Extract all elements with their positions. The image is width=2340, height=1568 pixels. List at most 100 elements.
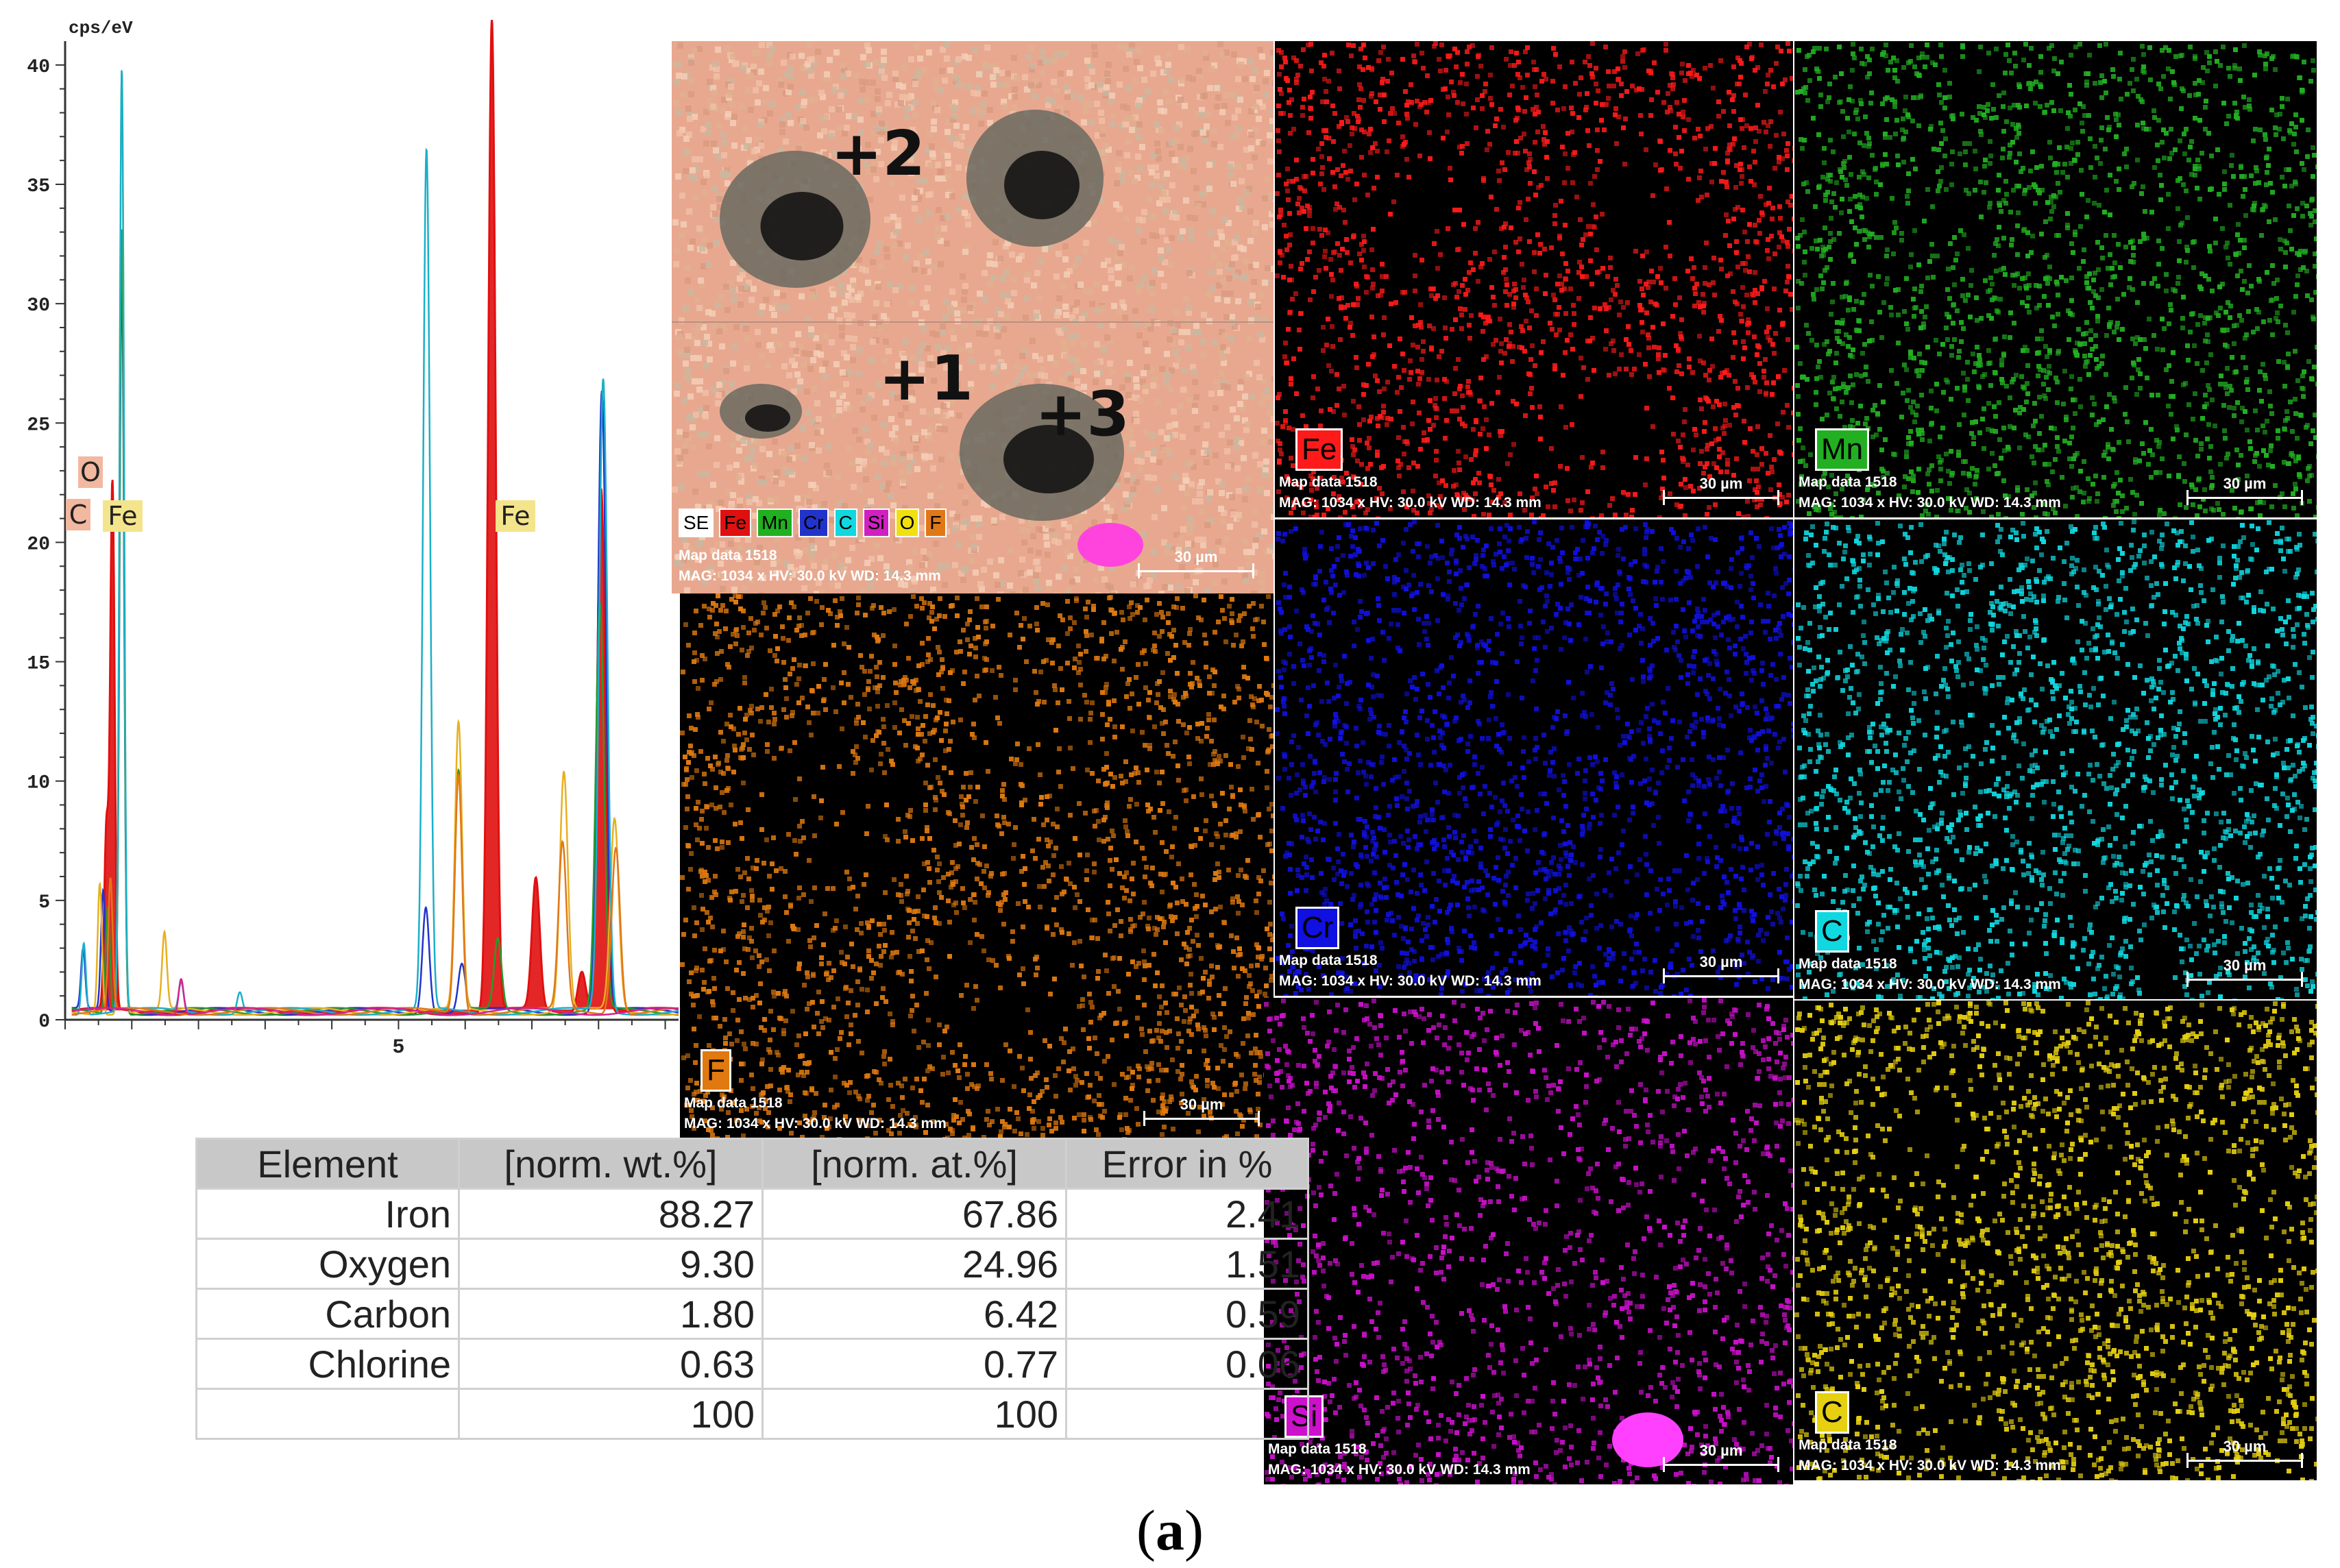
cell-value: 100	[761, 1388, 1067, 1440]
legend-item-fe: Fe	[719, 509, 752, 537]
map-background	[680, 593, 1273, 1138]
f-map: F Map data 1518 MAG: 1034 x HV: 30.0 kV WD…	[680, 593, 1273, 1138]
cyan-map-image	[1794, 519, 2317, 999]
fe-map-image	[1275, 41, 1793, 517]
series-cr	[71, 275, 679, 1016]
chart-axes: 0 5 10 15 20 25 30 35 40 5	[27, 41, 679, 1059]
scale-label: 30 µm	[2223, 957, 2267, 974]
map-info: Map data 1518 MAG: 1034 x HV: 30.0 kV WD…	[679, 546, 941, 587]
map-info-line2: MAG: 1034 x HV: 30.0 kV WD: 14.3 mm	[1799, 977, 2061, 992]
scale-label: 30 µm	[1699, 953, 1743, 970]
series-f	[71, 772, 679, 1016]
map-info-line1: Map data 1518	[679, 548, 777, 563]
scale-bar: 30 µm	[1138, 548, 1254, 578]
map-element-tag: Mn	[1815, 428, 1870, 471]
mn-map: Mn Map data 1518 MAG: 1034 x HV: 30.0 kV W…	[1794, 41, 2317, 517]
si-particle	[1612, 1412, 1683, 1467]
cell-value: 0.59	[1065, 1288, 1309, 1340]
series-o	[71, 73, 679, 1016]
series-fe	[71, 19, 679, 1016]
cell-value: 24.96	[761, 1238, 1067, 1290]
y-tick-label: 35	[27, 176, 50, 197]
y-tick-label: 25	[27, 415, 50, 436]
fe-map: Fe Map data 1518 MAG: 1034 x HV: 30.0 kV W…	[1275, 41, 1793, 517]
map-signal	[1264, 998, 1793, 1484]
scale-label: 30 µm	[1180, 1096, 1223, 1113]
y-tick-label: 15	[27, 654, 50, 675]
point-label-3: +3	[1035, 378, 1130, 450]
chart-series	[71, 19, 679, 1016]
y-tick-label: 0	[38, 1012, 50, 1033]
cell-value: 2.41	[1065, 1188, 1309, 1240]
map-signal	[1794, 1001, 2317, 1480]
cell-value: 9.30	[458, 1238, 764, 1290]
map-info: Map data 1518 MAG: 1034 x HV: 30.0 kV WD:…	[1799, 954, 2061, 995]
y-tick-label: 20	[27, 534, 50, 555]
cell-element: Oxygen	[195, 1238, 460, 1290]
figure-caption: (a)	[1136, 1499, 1204, 1563]
table-row: Oxygen 9.30 24.96 1.51	[195, 1238, 1309, 1290]
map-info-line2: MAG: 1034 x HV: 30.0 kV WD: 14.3 mm	[684, 1116, 947, 1131]
map-info-line1: Map data 1518	[1279, 953, 1378, 968]
map-info: Map data 1518 MAG: 1034 x HV: 30.0 kV WD:…	[1799, 1435, 2061, 1476]
map-element-tag: Fe	[1295, 428, 1343, 471]
table-row: Carbon 1.80 6.42 0.59	[195, 1288, 1309, 1340]
map-signal	[1794, 42, 2317, 517]
map-element-tag: Cr	[1295, 907, 1340, 949]
c-map-yellow: C Map data 1518 MAG: 1034 x HV: 30.0 kV WD…	[1794, 1001, 2317, 1480]
map-info-line2: MAG: 1034 x HV: 30.0 kV WD: 14.3 mm	[679, 568, 941, 584]
cell-element	[195, 1388, 460, 1440]
map-element-tag: C	[1815, 1391, 1849, 1434]
y-tick-label: 40	[27, 57, 50, 78]
peak-label-c: C	[69, 500, 88, 530]
f-map-image	[680, 593, 1273, 1138]
legend-item-o: O	[894, 509, 920, 537]
y-tick-label: 30	[27, 295, 50, 317]
c-map-cyan: C Map data 1518 MAG: 1034 x HV: 30.0 kV WD…	[1794, 519, 2317, 999]
peak-label-box	[78, 456, 103, 488]
table-row: 100 100	[195, 1388, 1309, 1440]
scale-label: 30 µm	[1699, 1442, 1743, 1459]
map-info: Map data 1518 MAG: 1034 x HV: 30.0 kV WD:…	[1268, 1439, 1531, 1480]
point-label-2: +2	[831, 118, 926, 190]
map-info-line1: Map data 1518	[1799, 474, 1897, 490]
cell-element: Chlorine	[195, 1338, 460, 1390]
cell-value: 88.27	[458, 1188, 764, 1240]
caption-letter: a	[1156, 1499, 1184, 1563]
legend-item-si: Si	[862, 509, 890, 537]
map-signal	[1275, 41, 1793, 517]
table-header-row: Element [norm. wt.%] [norm. at.%] Error …	[195, 1138, 1309, 1190]
header-wt: [norm. wt.%]	[458, 1138, 764, 1190]
cell-value: 6.42	[761, 1288, 1067, 1340]
scale-bar: 30 µm	[2186, 475, 2303, 505]
scale-label: 30 µm	[1699, 475, 1743, 492]
cell-value	[1065, 1388, 1309, 1440]
map-info-line2: MAG: 1034 x HV: 30.0 kV WD: 14.3 mm	[1799, 1458, 2061, 1473]
cell-value: 1.51	[1065, 1238, 1309, 1290]
se-overlay-map: SE Fe Mn Cr C Si O F Map data 1518 MAG: 1034 x …	[672, 41, 1273, 593]
map-info-line2: MAG: 1034 x HV: 30.0 kV WD: 14.3 mm	[1279, 495, 1541, 511]
map-info-line1: Map data 1518	[1799, 956, 1897, 972]
cr-map: Cr Map data 1518 MAG: 1034 x HV: 30.0 kV W…	[1275, 519, 1793, 996]
series-mn	[71, 229, 679, 1016]
mn-map-image	[1794, 41, 2317, 517]
pit-core	[745, 404, 790, 432]
map-info: Map data 1518 MAG: 1034 x HV: 30.0 kV WD:…	[1799, 472, 2061, 513]
scale-label: 30 µm	[2223, 1438, 2267, 1455]
composition-table: Element [norm. wt.%] [norm. at.%] Error …	[195, 1138, 1309, 1440]
element-legend: SE Fe Mn Cr C Si O F	[679, 509, 947, 537]
legend-item-se: SE	[679, 509, 714, 537]
scale-label: 30 µm	[1174, 548, 1218, 565]
series-si	[71, 978, 679, 1016]
peak-label-box	[496, 500, 535, 532]
si-inclusion	[1077, 523, 1143, 567]
cell-element: Carbon	[195, 1288, 460, 1340]
map-element-tag: F	[700, 1049, 731, 1092]
pit-core	[1003, 425, 1094, 493]
y-axis-label: cps/eV	[69, 18, 133, 38]
cell-value: 0.63	[458, 1338, 764, 1390]
map-info: Map data 1518 MAG: 1034 x HV: 30.0 kV WD:…	[684, 1093, 947, 1134]
legend-item-f: F	[925, 509, 947, 537]
point-label-1: +1	[879, 343, 974, 415]
